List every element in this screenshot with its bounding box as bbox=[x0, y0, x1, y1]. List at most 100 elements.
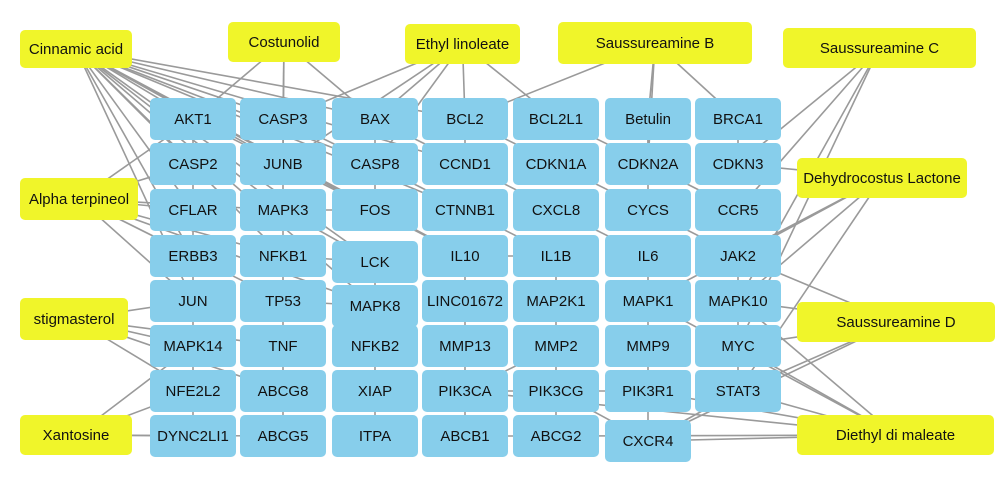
target-node-mapk3[interactable]: MAPK3 bbox=[240, 189, 326, 231]
target-node-ccnd1[interactable]: CCND1 bbox=[422, 143, 508, 185]
target-node-cflar[interactable]: CFLAR bbox=[150, 189, 236, 231]
target-node-abcb1[interactable]: ABCB1 bbox=[422, 415, 508, 457]
compound-node-alpha-terpineol[interactable]: Alpha terpineol bbox=[20, 178, 138, 220]
target-node-jun[interactable]: JUN bbox=[150, 280, 236, 322]
target-node-cdkn3[interactable]: CDKN3 bbox=[695, 143, 781, 185]
compound-node-costunolid-box bbox=[228, 22, 340, 62]
target-node-mmp2[interactable]: MMP2 bbox=[513, 325, 599, 367]
target-node-ctnnb1-box bbox=[422, 189, 508, 231]
target-node-stat3[interactable]: STAT3 bbox=[695, 370, 781, 412]
target-node-erbb3[interactable]: ERBB3 bbox=[150, 235, 236, 277]
target-node-nfe2l2[interactable]: NFE2L2 bbox=[150, 370, 236, 412]
compound-node-cinnamic-acid[interactable]: Cinnamic acid bbox=[20, 30, 132, 68]
target-node-stat3-label: STAT3 bbox=[716, 383, 760, 400]
target-node-itpa[interactable]: ITPA bbox=[332, 415, 418, 457]
target-node-il6[interactable]: IL6 bbox=[605, 235, 691, 277]
target-node-bcl2l1[interactable]: BCL2L1 bbox=[513, 98, 599, 140]
target-node-casp8-box bbox=[332, 143, 418, 185]
target-node-abcg5[interactable]: ABCG5 bbox=[240, 415, 326, 457]
target-node-il1b[interactable]: IL1B bbox=[513, 235, 599, 277]
target-node-junb[interactable]: JUNB bbox=[240, 143, 326, 185]
target-node-linc01672-label: LINC01672 bbox=[427, 293, 503, 310]
target-node-bax[interactable]: BAX bbox=[332, 98, 418, 140]
target-node-abcg8[interactable]: ABCG8 bbox=[240, 370, 326, 412]
target-node-cdkn2a[interactable]: CDKN2A bbox=[605, 143, 691, 185]
target-node-pik3ca[interactable]: PIK3CA bbox=[422, 370, 508, 412]
target-node-xiap-box bbox=[332, 370, 418, 412]
target-node-nfe2l2-label: NFE2L2 bbox=[165, 383, 220, 400]
compound-node-saussureamine-b[interactable]: Saussureamine B bbox=[558, 22, 752, 64]
target-node-xiap[interactable]: XIAP bbox=[332, 370, 418, 412]
target-node-junb-label: JUNB bbox=[263, 156, 302, 173]
target-node-cxcl8-box bbox=[513, 189, 599, 231]
target-node-myc-box bbox=[695, 325, 781, 367]
compound-node-diethyl-di-maleate[interactable]: Diethyl di maleate bbox=[797, 415, 994, 455]
target-node-dync2li1[interactable]: DYNC2LI1 bbox=[150, 415, 236, 457]
target-node-cxcl8[interactable]: CXCL8 bbox=[513, 189, 599, 231]
compound-node-dehydrocostus-lactone[interactable]: Dehydrocostus Lactone bbox=[797, 158, 967, 198]
target-node-lck[interactable]: LCK bbox=[332, 241, 418, 283]
target-node-akt1[interactable]: AKT1 bbox=[150, 98, 236, 140]
target-node-ccr5[interactable]: CCR5 bbox=[695, 189, 781, 231]
target-node-nfkb2-box bbox=[332, 325, 418, 367]
compound-node-saussureamine-d[interactable]: Saussureamine D bbox=[797, 302, 995, 342]
target-node-casp8[interactable]: CASP8 bbox=[332, 143, 418, 185]
target-node-mapk1[interactable]: MAPK1 bbox=[605, 280, 691, 322]
target-node-mmp13[interactable]: MMP13 bbox=[422, 325, 508, 367]
target-node-nfkb1-label: NFKB1 bbox=[259, 248, 307, 265]
target-node-cxcr4[interactable]: CXCR4 bbox=[605, 420, 691, 462]
target-node-betulin[interactable]: Betulin bbox=[605, 98, 691, 140]
target-node-jak2[interactable]: JAK2 bbox=[695, 235, 781, 277]
target-node-abcg2[interactable]: ABCG2 bbox=[513, 415, 599, 457]
compound-node-stigmasterol[interactable]: stigmasterol bbox=[20, 298, 128, 340]
target-node-myc[interactable]: MYC bbox=[695, 325, 781, 367]
target-node-myc-label: MYC bbox=[721, 338, 755, 355]
target-node-pik3r1[interactable]: PIK3R1 bbox=[605, 370, 691, 412]
target-node-linc01672[interactable]: LINC01672 bbox=[422, 280, 508, 322]
target-node-brca1[interactable]: BRCA1 bbox=[695, 98, 781, 140]
compound-node-saussureamine-c-box bbox=[783, 28, 976, 68]
target-node-cdkn1a-box bbox=[513, 143, 599, 185]
target-node-mapk1-box bbox=[605, 280, 691, 322]
target-node-betulin-box bbox=[605, 98, 691, 140]
target-node-mapk8[interactable]: MAPK8 bbox=[332, 285, 418, 327]
target-node-fos[interactable]: FOS bbox=[332, 189, 418, 231]
target-node-cycs[interactable]: CYCS bbox=[605, 189, 691, 231]
target-node-pik3r1-box bbox=[605, 370, 691, 412]
target-node-casp3[interactable]: CASP3 bbox=[240, 98, 326, 140]
compound-node-saussureamine-c[interactable]: Saussureamine C bbox=[783, 28, 976, 68]
target-node-pik3cg[interactable]: PIK3CG bbox=[513, 370, 599, 412]
target-node-pik3ca-label: PIK3CA bbox=[438, 383, 491, 400]
target-node-mapk14[interactable]: MAPK14 bbox=[150, 325, 236, 367]
target-node-mmp9[interactable]: MMP9 bbox=[605, 325, 691, 367]
target-node-akt1-box bbox=[150, 98, 236, 140]
target-node-bcl2-box bbox=[422, 98, 508, 140]
compound-node-ethyl-linoleate[interactable]: Ethyl linoleate bbox=[405, 24, 520, 64]
target-node-bax-box bbox=[332, 98, 418, 140]
target-node-casp2[interactable]: CASP2 bbox=[150, 143, 236, 185]
target-node-ctnnb1-label: CTNNB1 bbox=[435, 202, 495, 219]
target-node-nfkb1-box bbox=[240, 235, 326, 277]
compound-node-costunolid[interactable]: Costunolid bbox=[228, 22, 340, 62]
target-node-nfkb1[interactable]: NFKB1 bbox=[240, 235, 326, 277]
target-node-cdkn1a[interactable]: CDKN1A bbox=[513, 143, 599, 185]
target-node-ccr5-box bbox=[695, 189, 781, 231]
target-node-tp53-label: TP53 bbox=[265, 293, 301, 310]
target-node-mapk10[interactable]: MAPK10 bbox=[695, 280, 781, 322]
target-node-ctnnb1[interactable]: CTNNB1 bbox=[422, 189, 508, 231]
target-node-akt1-label: AKT1 bbox=[174, 111, 212, 128]
target-node-bax-label: BAX bbox=[360, 111, 390, 128]
target-node-map2k1[interactable]: MAP2K1 bbox=[513, 280, 599, 322]
compound-node-xantosine[interactable]: Xantosine bbox=[20, 415, 132, 455]
target-node-bcl2[interactable]: BCL2 bbox=[422, 98, 508, 140]
target-node-abcg5-box bbox=[240, 415, 326, 457]
target-node-betulin-label: Betulin bbox=[625, 111, 671, 128]
target-node-tp53[interactable]: TP53 bbox=[240, 280, 326, 322]
target-node-tnf[interactable]: TNF bbox=[240, 325, 326, 367]
target-node-bcl2-label: BCL2 bbox=[446, 111, 484, 128]
compound-node-ethyl-linoleate-box bbox=[405, 24, 520, 64]
target-node-abcb1-box bbox=[422, 415, 508, 457]
target-node-il10[interactable]: IL10 bbox=[422, 235, 508, 277]
target-node-nfkb2[interactable]: NFKB2 bbox=[332, 325, 418, 367]
